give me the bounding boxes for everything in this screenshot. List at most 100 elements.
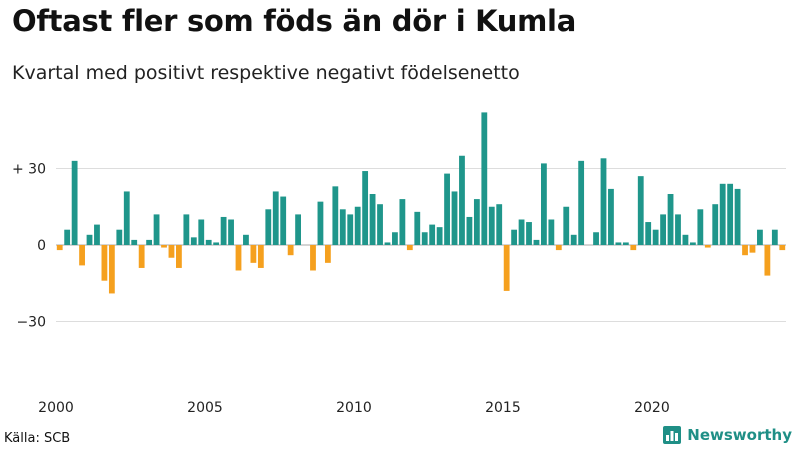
bar [689, 242, 696, 245]
bar [64, 229, 71, 245]
bar [205, 239, 212, 245]
bar [779, 245, 786, 251]
bar [667, 194, 674, 245]
bar [630, 245, 637, 251]
bar [466, 216, 473, 245]
brand-name: Newsworthy [687, 426, 792, 444]
bar [444, 173, 450, 245]
bar [295, 214, 301, 245]
bar [250, 245, 257, 263]
y-tick-label: + 30 [12, 162, 46, 178]
bar [511, 229, 518, 245]
bar [280, 196, 287, 245]
bar [198, 219, 205, 245]
bar [324, 245, 331, 263]
chart-title: Oftast fler som föds än dör i Kumla [12, 4, 576, 38]
bar [742, 245, 748, 256]
bar [503, 245, 510, 291]
bar [600, 158, 607, 245]
brand-logo[interactable]: Newsworthy [663, 426, 792, 444]
x-tick-label: 2015 [485, 400, 521, 416]
x-axis-ticks: 2000 2005 2010 2015 2020 [38, 400, 670, 416]
bar [645, 222, 652, 245]
bar [362, 171, 369, 245]
bar [608, 188, 614, 245]
bar [593, 232, 599, 245]
bar [719, 183, 726, 245]
bar [660, 214, 666, 245]
bar [533, 239, 540, 245]
bar [563, 206, 570, 245]
bar [429, 224, 436, 245]
bar [153, 214, 160, 245]
bar [123, 191, 130, 245]
bar [414, 211, 421, 245]
bar [570, 234, 577, 245]
bar [749, 245, 756, 253]
bar [369, 194, 376, 245]
bar [548, 219, 555, 245]
bars [56, 112, 786, 294]
bar [392, 232, 398, 245]
bar [637, 176, 644, 245]
bar [183, 214, 190, 245]
bar [481, 112, 488, 246]
bar [146, 239, 153, 245]
x-tick-label: 2020 [634, 400, 670, 416]
bar [116, 229, 123, 245]
bar [704, 245, 711, 248]
x-tick-label: 2005 [187, 400, 223, 416]
bar [771, 229, 778, 245]
bar [86, 234, 93, 245]
x-tick-label: 2000 [38, 400, 74, 416]
bar [496, 204, 503, 245]
bar [228, 219, 234, 245]
bar [764, 245, 771, 276]
bar [541, 163, 547, 245]
source-note: Källa: SCB [4, 431, 71, 446]
bar [138, 245, 145, 268]
bar [488, 206, 495, 245]
bar [675, 214, 681, 245]
bar [459, 155, 465, 245]
bar [399, 199, 406, 245]
bar [235, 245, 242, 271]
bar [473, 199, 480, 245]
bar [161, 245, 167, 248]
bar [257, 245, 264, 268]
bar [615, 242, 622, 245]
bar [176, 245, 182, 268]
y-tick-label: 0 [37, 238, 46, 254]
bar [71, 160, 78, 245]
bar [272, 191, 279, 245]
bar [317, 201, 324, 245]
bar [101, 245, 108, 281]
bar [757, 229, 763, 245]
bar [712, 204, 719, 245]
bar [347, 214, 354, 245]
bar [578, 160, 585, 245]
bar [243, 234, 249, 245]
bar [727, 183, 734, 245]
bar [697, 209, 704, 245]
y-axis-ticks: + 30 0 −30 [12, 162, 46, 331]
x-tick-label: 2010 [336, 400, 372, 416]
bar [213, 242, 220, 245]
bar [310, 245, 316, 271]
bar [682, 234, 689, 245]
bar [526, 222, 532, 245]
bar [220, 216, 227, 245]
bar [265, 209, 272, 245]
bar [56, 245, 63, 251]
bar [436, 227, 443, 245]
bar [190, 237, 197, 245]
bar [131, 239, 138, 245]
bar [451, 191, 458, 245]
bar [734, 188, 741, 245]
newsworthy-logo-icon [663, 426, 682, 444]
y-tick-label: −30 [16, 315, 46, 331]
bar [332, 186, 339, 245]
bar [94, 224, 100, 245]
bar [555, 245, 562, 251]
bar [652, 229, 659, 245]
